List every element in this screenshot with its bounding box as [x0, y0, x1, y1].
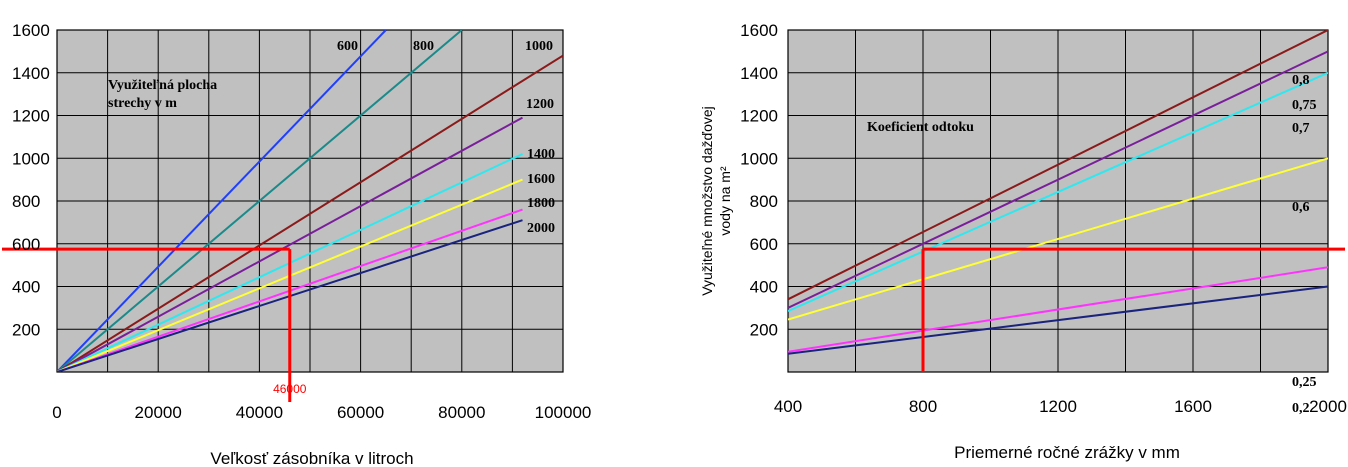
series-label: 0,7 — [1292, 121, 1310, 136]
x-tick-label: 1600 — [1174, 397, 1212, 416]
y-tick-label: 800 — [12, 192, 40, 211]
y-axis-label: Využiteľné množstvo dažďovej vody na m² — [699, 106, 733, 296]
y-tick-label: 200 — [12, 320, 40, 339]
y-tick-label: 600 — [750, 235, 778, 254]
y-axis-label-line1: Využiteľné množstvo dažďovej — [699, 106, 715, 296]
y-tick-label: 1200 — [740, 107, 778, 126]
series-line-1000 — [57, 54, 563, 372]
y-tick-label: 600 — [12, 235, 40, 254]
x-tick-label: 100000 — [535, 403, 592, 422]
series-label: 1800 — [527, 196, 555, 211]
x-tick-label: 40000 — [236, 403, 283, 422]
legend-title: Koeficient odtoku — [867, 120, 974, 135]
x-tick-label: 1200 — [1039, 397, 1077, 416]
series-line-800 — [57, 30, 463, 372]
series-line-0-8 — [788, 30, 1328, 301]
series-label: 1200 — [526, 97, 554, 112]
series-line-0-7 — [788, 71, 1328, 313]
series-line-1200 — [57, 116, 523, 372]
series-line-0-2 — [788, 285, 1328, 355]
y-tick-label: 400 — [750, 278, 778, 297]
y-axis-label-line2: vody na m² — [717, 166, 733, 236]
series-line-0-75 — [788, 50, 1328, 309]
y-tick-label: 400 — [12, 278, 40, 297]
series-label: 1400 — [527, 147, 555, 162]
series-label: 0,75 — [1292, 98, 1317, 113]
y-tick-label: 200 — [750, 320, 778, 339]
y-tick-label: 1600 — [740, 21, 778, 40]
y-tick-label: 1600 — [12, 21, 50, 40]
x-tick-label: 80000 — [438, 403, 485, 422]
y-tick-label: 1000 — [740, 149, 778, 168]
series-label: 0,2 — [1292, 401, 1310, 416]
x-tick-label: 2000 — [1309, 397, 1347, 416]
series-label: 1600 — [527, 172, 555, 187]
series-label: 0,25 — [1292, 375, 1317, 390]
x-tick-label: 800 — [909, 397, 937, 416]
x-axis-label: Veľkosť zásobníka v litroch — [210, 449, 413, 467]
y-tick-label: 1000 — [12, 149, 50, 168]
chart-2: 0,8 0,75 0,7 0,6 0,25 0,2 400 800 1200 1600 2000 20… — [699, 21, 1347, 462]
series-label: 600 — [337, 39, 358, 54]
y-tick-label: 800 — [750, 192, 778, 211]
legend-title: Využiteľná plocha strechy v m — [108, 78, 217, 111]
series-label: 0,8 — [1292, 73, 1310, 88]
y-tick-label: 1400 — [12, 64, 50, 83]
plot-frame — [56, 29, 564, 373]
series-line-0-6 — [788, 157, 1328, 321]
annotation-value-label: 46000 — [273, 382, 307, 396]
series-label: 1000 — [525, 39, 553, 54]
series-lines — [788, 30, 1328, 355]
chart-1: 600 800 1000 1200 1400 1600 1800 2000 46000 0 2000… — [2, 21, 591, 467]
x-tick-label: 60000 — [337, 403, 384, 422]
x-tick-label: 400 — [774, 397, 802, 416]
series-label: 2000 — [527, 221, 555, 236]
series-line-0-25 — [788, 266, 1328, 353]
y-tick-label: 1200 — [12, 107, 50, 126]
y-tick-label: 1400 — [740, 64, 778, 83]
series-line-600 — [57, 30, 387, 372]
series-label: 800 — [413, 39, 434, 54]
plot-frame — [787, 29, 1329, 373]
x-tick-label: 20000 — [135, 403, 182, 422]
x-axis-label: Priemerné ročné zrážky v mm — [954, 443, 1180, 462]
x-tick-label: 0 — [52, 403, 61, 422]
series-label: 0,6 — [1292, 200, 1310, 215]
